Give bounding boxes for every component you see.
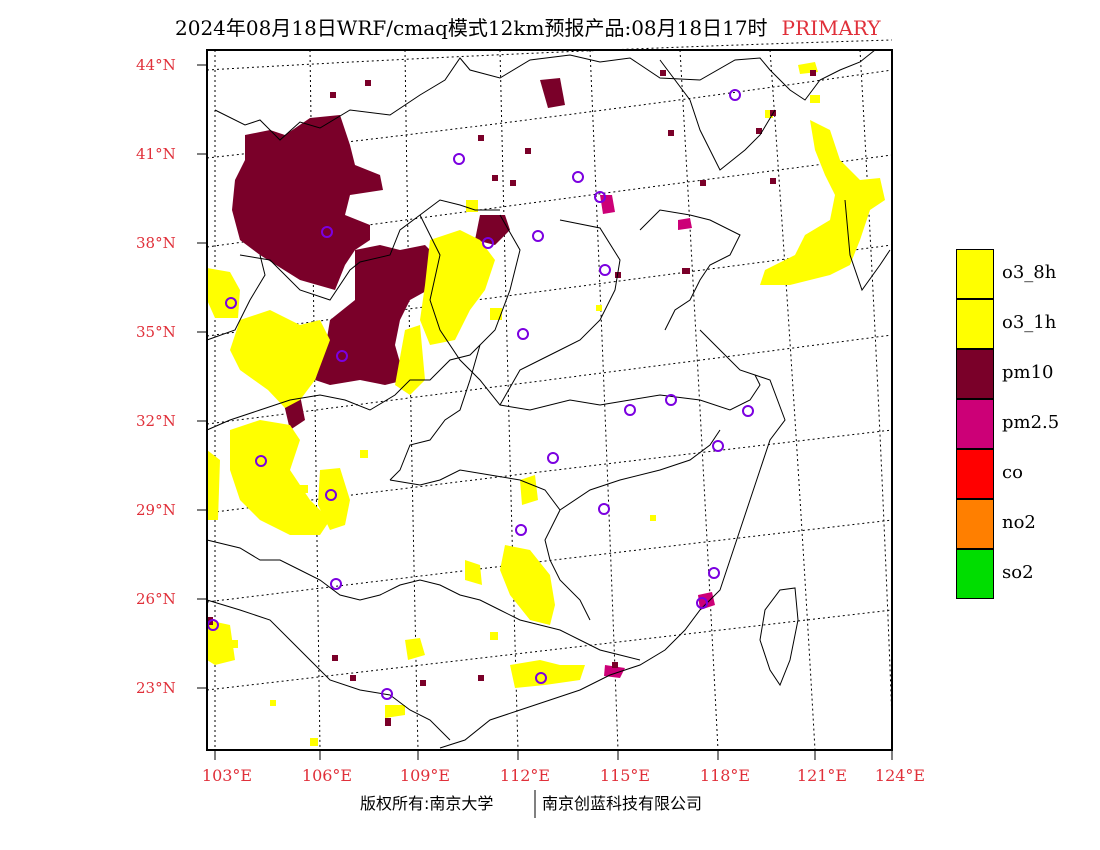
map-title: 2024年08月18日WRF/cmaq模式12km预报产品:08月18日17时 P…: [175, 12, 881, 41]
legend-label: o3_1h: [1002, 312, 1057, 333]
stations: [207, 89, 754, 700]
graticule: [206, 39, 893, 751]
legend-label: pm2.5: [1002, 412, 1060, 433]
lat-label: 41°N: [136, 145, 176, 163]
title-tag: PRIMARY: [781, 16, 881, 40]
legend-label: o3_8h: [1002, 262, 1057, 283]
lat-label: 44°N: [136, 56, 176, 74]
legend-swatch: [956, 449, 994, 499]
legend-swatch: [956, 399, 994, 449]
lon-label: 106°E: [301, 766, 353, 785]
lon-label: 118°E: [699, 766, 751, 785]
legend-label: pm10: [1002, 362, 1054, 383]
legend-swatch: [956, 249, 994, 299]
legend-label: no2: [1002, 512, 1036, 533]
footer-company: 南京创蓝科技有限公司: [542, 794, 703, 813]
lat-label: 35°N: [136, 323, 176, 341]
legend-swatch: [956, 499, 994, 549]
axis-ticks: [197, 64, 893, 760]
lat-label: 26°N: [136, 590, 176, 608]
lon-label: 112°E: [499, 766, 551, 785]
legend-label: co: [1002, 462, 1023, 483]
footer-copyright: 版权所有:南京大学: [360, 794, 494, 813]
boundaries: [206, 49, 891, 749]
lat-label: 38°N: [136, 234, 176, 252]
lon-label: 121°E: [796, 766, 848, 785]
lon-label: 103°E: [201, 766, 253, 785]
legend-label: so2: [1002, 562, 1034, 583]
lon-label: 109°E: [399, 766, 451, 785]
lon-label: 124°E: [874, 766, 926, 785]
o3-dots: [230, 95, 820, 746]
lat-label: 23°N: [136, 679, 176, 697]
title-main: 2024年08月18日WRF/cmaq模式12km预报产品:08月18日17时: [175, 16, 768, 40]
legend-swatch: [956, 549, 994, 599]
lat-label: 29°N: [136, 501, 176, 519]
plot-frame: [206, 49, 893, 751]
legend-swatch: [956, 349, 994, 399]
lat-label: 32°N: [136, 412, 176, 430]
legend-swatch: [956, 299, 994, 349]
lon-label: 115°E: [599, 766, 651, 785]
